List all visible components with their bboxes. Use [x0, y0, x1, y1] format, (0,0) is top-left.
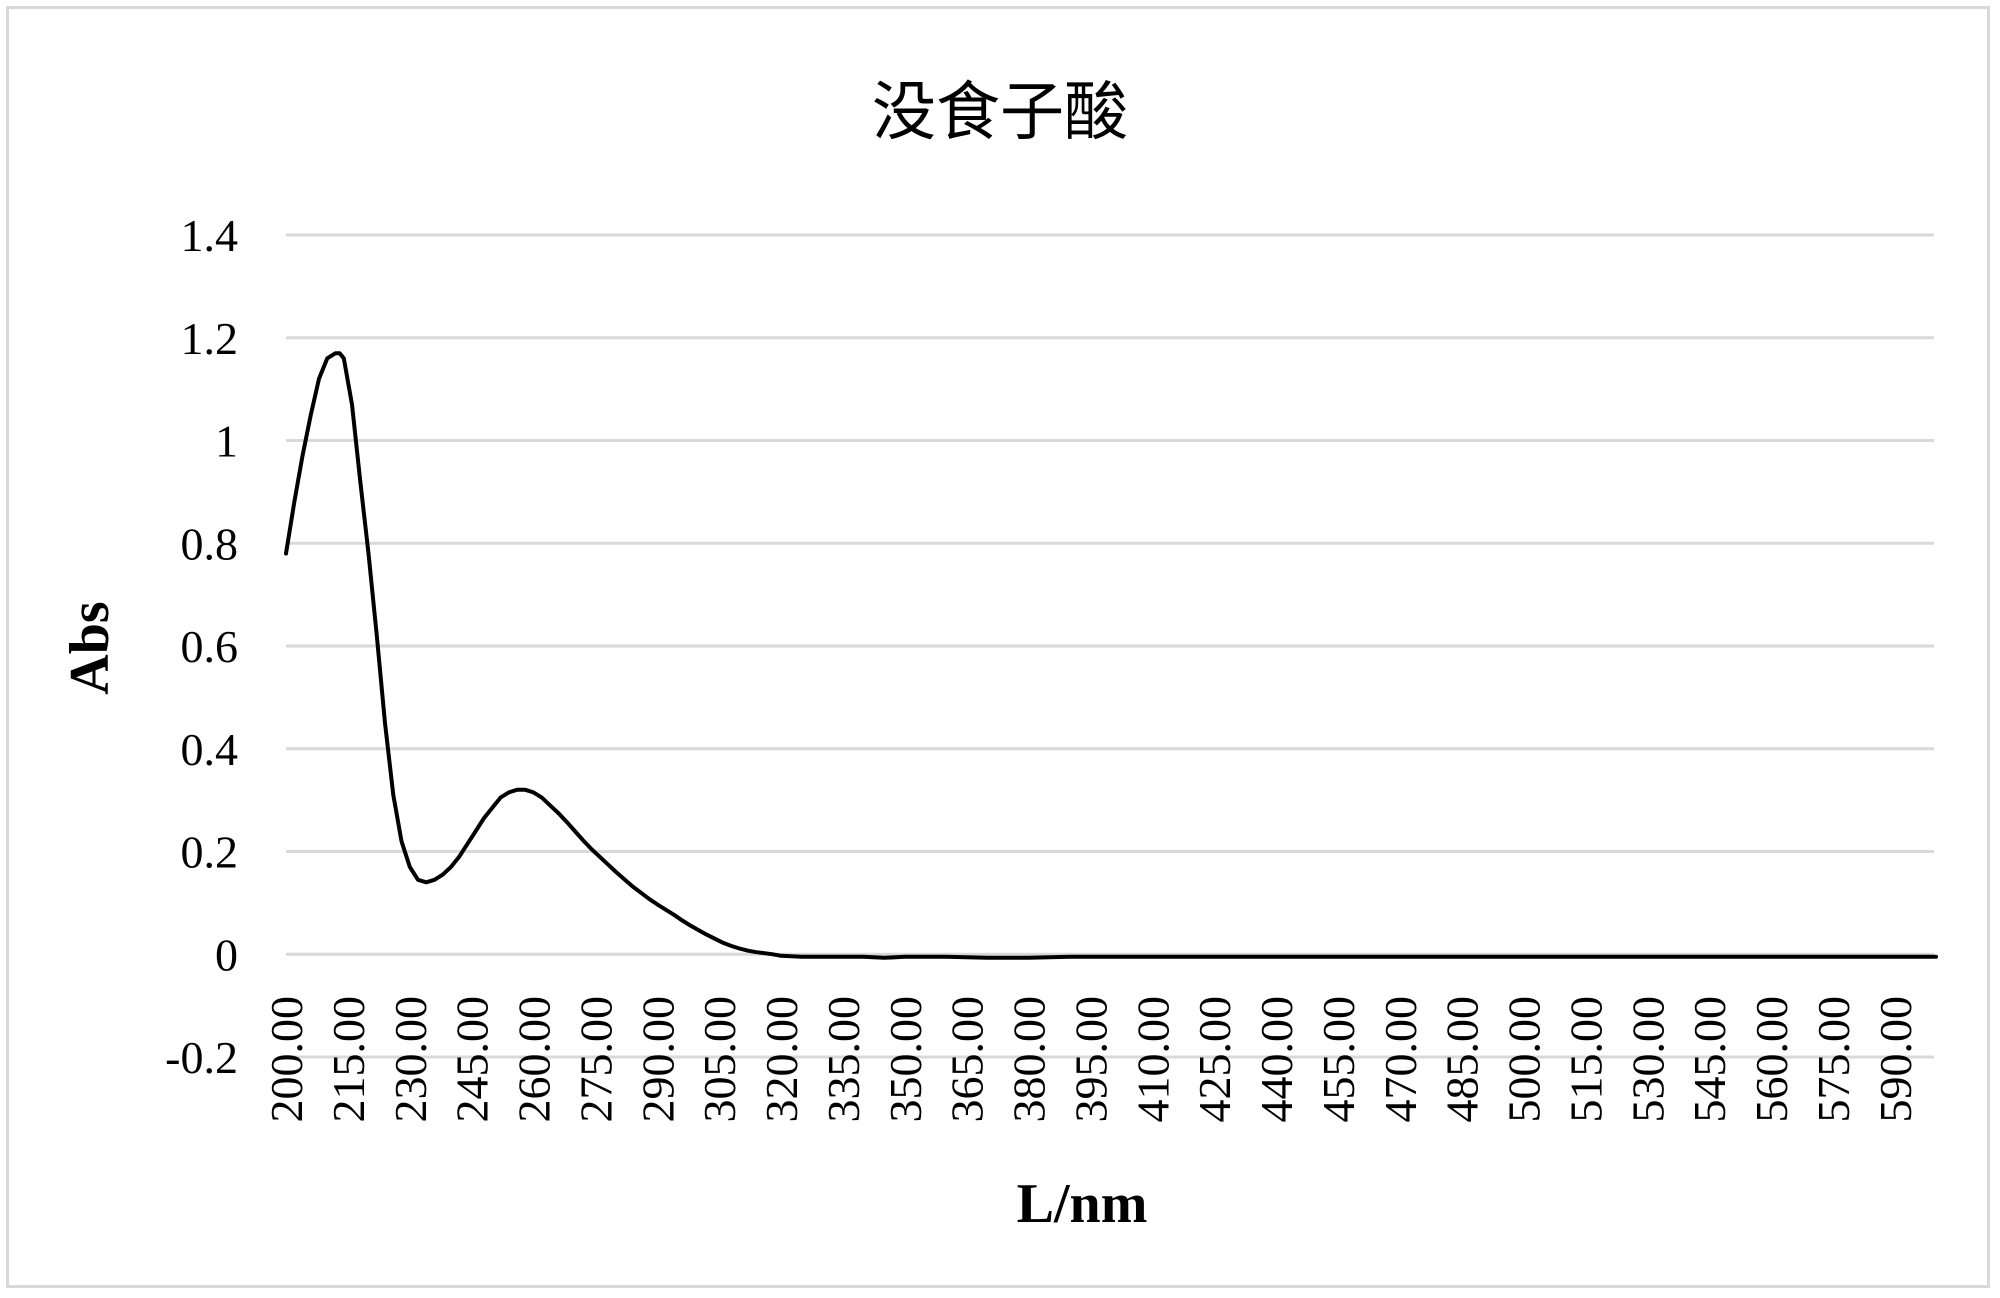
y-tick-label: 0.2 [181, 827, 239, 878]
x-tick-label: 470.00 [1375, 996, 1426, 1123]
x-tick-label: 245.00 [447, 996, 498, 1123]
y-axis-label: Abs [59, 601, 121, 694]
y-tick-label: -0.2 [165, 1032, 238, 1083]
y-tick-label: 1.2 [181, 313, 239, 364]
x-tick-label: 365.00 [942, 996, 993, 1123]
x-tick-label: 260.00 [509, 996, 560, 1123]
x-tick-labels: 200.00 215.00 230.00 245.00 260.00 275.00 290.… [261, 996, 1921, 1123]
x-tick-label: 575.00 [1808, 996, 1859, 1123]
x-tick-label: 410.00 [1127, 996, 1178, 1123]
y-tick-label: 0.6 [181, 621, 239, 672]
x-tick-label: 275.00 [570, 996, 621, 1123]
x-tick-label: 425.00 [1189, 996, 1240, 1123]
x-tick-label: 530.00 [1622, 996, 1673, 1123]
y-tick-labels: -0.2 0 0.2 0.4 0.6 0.8 1 1.2 1.4 [165, 210, 238, 1083]
x-tick-label: 305.00 [694, 996, 745, 1123]
gridlines [286, 233, 1934, 1059]
x-tick-label: 230.00 [385, 996, 436, 1123]
y-tick-label: 0 [215, 929, 238, 980]
y-tick-label: 0.4 [181, 724, 239, 775]
x-tick-label: 320.00 [756, 996, 807, 1123]
x-tick-label: 350.00 [880, 996, 931, 1123]
x-tick-label: 590.00 [1870, 996, 1921, 1123]
y-tick-label: 1.4 [181, 210, 239, 261]
x-tick-label: 545.00 [1684, 996, 1735, 1123]
x-tick-label: 455.00 [1313, 996, 1364, 1123]
y-tick-label: 1 [215, 416, 238, 467]
x-tick-label: 215.00 [323, 996, 374, 1123]
x-tick-label: 290.00 [632, 996, 683, 1123]
x-axis-label: L/nm [1017, 1173, 1148, 1235]
series-line [284, 351, 1938, 960]
y-tick-label: 0.8 [181, 518, 239, 569]
x-tick-label: 485.00 [1437, 996, 1488, 1123]
x-tick-label: 335.00 [818, 996, 869, 1123]
x-tick-label: 440.00 [1251, 996, 1302, 1123]
x-tick-label: 380.00 [1004, 996, 1055, 1123]
x-tick-label: 395.00 [1065, 996, 1116, 1123]
x-tick-label: 515.00 [1560, 996, 1611, 1123]
x-tick-label: 500.00 [1499, 996, 1550, 1123]
x-tick-label: 200.00 [261, 996, 312, 1123]
chart-title: 没食子酸 [872, 76, 1128, 150]
x-tick-label: 560.00 [1746, 996, 1797, 1123]
